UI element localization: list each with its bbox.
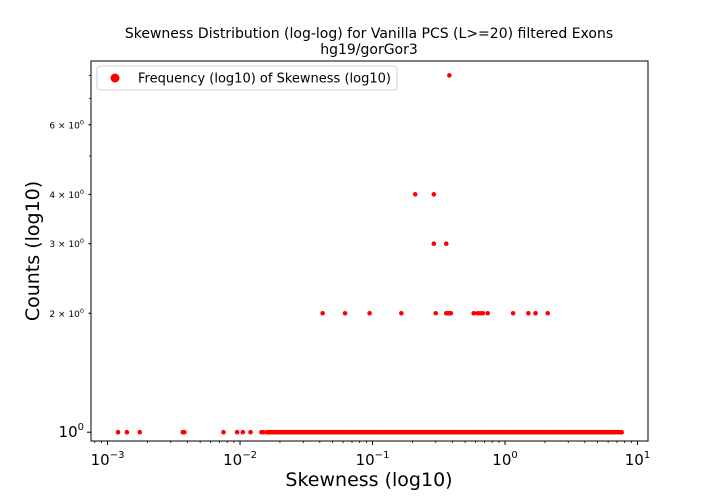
x-tick-label: 10−1 <box>356 450 390 469</box>
data-point <box>431 241 437 246</box>
data-point <box>480 310 486 316</box>
data-point <box>182 429 187 435</box>
x-tick-label: 101 <box>625 450 650 469</box>
y-tick-label: 3 × 100 <box>49 237 84 250</box>
data-point <box>399 310 404 316</box>
x-tick-label: 100 <box>492 450 517 469</box>
data-points <box>115 73 625 435</box>
data-point <box>412 192 418 197</box>
data-point <box>447 73 452 78</box>
legend: Frequency (log10) of Skewness (log10) <box>96 65 398 91</box>
data-point <box>471 310 476 316</box>
data-point <box>240 429 246 435</box>
data-point <box>367 310 372 316</box>
data-point <box>248 429 253 435</box>
y-tick-label: 100 <box>59 422 84 441</box>
data-point <box>320 310 325 316</box>
data-point <box>433 310 439 316</box>
data-point <box>431 192 437 197</box>
legend-marker <box>110 73 120 83</box>
chart-title: Skewness Distribution (log-log) for Vani… <box>125 26 613 42</box>
data-point <box>448 310 454 316</box>
x-axis-label: Skewness (log10) <box>285 469 452 491</box>
y-tick-label: 4 × 100 <box>49 188 84 201</box>
x-tick-label: 10−2 <box>223 450 257 469</box>
data-point <box>261 429 266 435</box>
data-point <box>342 310 348 316</box>
data-point <box>234 429 240 435</box>
legend-label: Frequency (log10) of Skewness (log10) <box>138 72 391 87</box>
axis-ticks: 10−3 10−2 10−1 100 101 100 2 × 100 3 × 100 4 × 1… <box>49 74 650 469</box>
data-point <box>485 310 490 316</box>
y-tick-label: 6 × 100 <box>49 118 84 131</box>
data-point <box>124 429 130 435</box>
data-point <box>443 241 449 246</box>
x-tick-label: 10−3 <box>91 450 125 469</box>
chart-subtitle: hg19/gorGor3 <box>320 42 418 58</box>
y-tick-label: 2 × 100 <box>49 307 84 320</box>
data-point <box>526 310 531 316</box>
data-point <box>533 310 538 316</box>
data-point <box>619 429 625 435</box>
data-point <box>510 310 516 316</box>
data-point <box>115 429 121 435</box>
legend-box <box>96 65 398 91</box>
data-point <box>221 429 226 435</box>
data-point <box>137 429 143 435</box>
y-axis-label: Counts (log10) <box>22 181 44 321</box>
plot-frame <box>90 60 649 442</box>
data-point <box>545 310 551 316</box>
